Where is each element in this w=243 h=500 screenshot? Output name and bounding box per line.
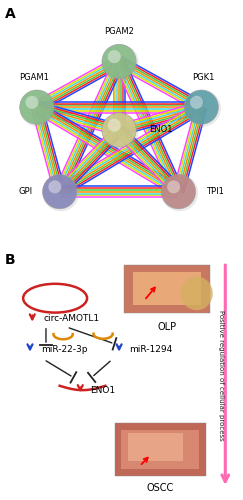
Text: ENO1: ENO1	[149, 126, 172, 134]
Text: PGAM2: PGAM2	[104, 28, 134, 36]
Circle shape	[108, 50, 121, 63]
Text: Positive regulation of cellular process: Positive regulation of cellular process	[218, 310, 224, 440]
FancyBboxPatch shape	[114, 423, 206, 476]
Text: PGK1: PGK1	[192, 73, 215, 82]
Circle shape	[48, 180, 61, 194]
Text: GPI: GPI	[18, 187, 32, 196]
Circle shape	[161, 174, 196, 209]
Text: ENO1: ENO1	[90, 386, 116, 394]
Text: miR-1294: miR-1294	[129, 345, 173, 354]
Circle shape	[161, 174, 198, 212]
Circle shape	[184, 90, 218, 124]
Circle shape	[19, 90, 56, 127]
Circle shape	[167, 180, 180, 194]
Circle shape	[184, 90, 221, 127]
Circle shape	[181, 276, 213, 310]
Text: OSCC: OSCC	[147, 483, 174, 493]
Circle shape	[102, 44, 139, 81]
FancyBboxPatch shape	[128, 432, 183, 462]
Circle shape	[190, 96, 203, 109]
Circle shape	[102, 112, 139, 150]
Circle shape	[42, 174, 79, 212]
Circle shape	[108, 118, 121, 132]
Text: circ-AMOTL1: circ-AMOTL1	[44, 314, 100, 323]
FancyBboxPatch shape	[133, 272, 201, 306]
Text: TPI1: TPI1	[206, 187, 224, 196]
Circle shape	[26, 96, 39, 109]
Circle shape	[43, 174, 77, 209]
Text: PGAM1: PGAM1	[20, 73, 50, 82]
FancyBboxPatch shape	[124, 264, 210, 312]
Text: B: B	[5, 252, 16, 266]
Text: OLP: OLP	[157, 322, 177, 332]
Text: miR-22-3p: miR-22-3p	[41, 345, 88, 354]
Circle shape	[102, 113, 136, 147]
Circle shape	[102, 44, 136, 78]
FancyBboxPatch shape	[121, 430, 199, 469]
Circle shape	[20, 90, 54, 124]
Text: A: A	[5, 8, 16, 22]
